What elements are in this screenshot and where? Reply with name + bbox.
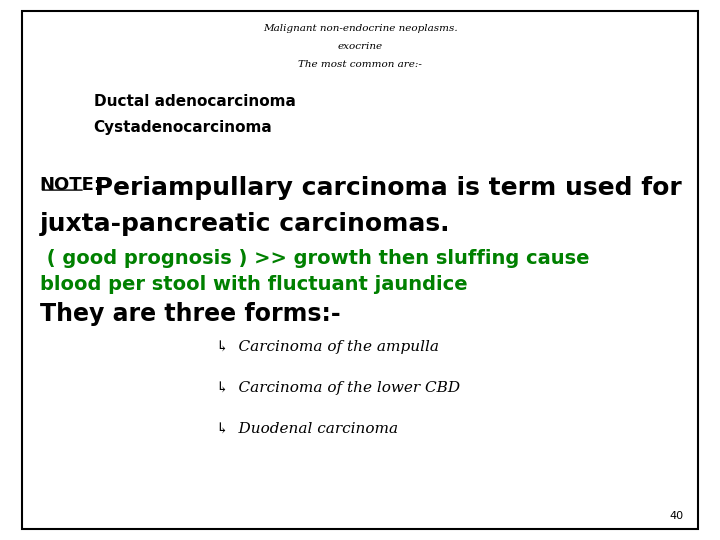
Text: juxta-pancreatic carcinomas.: juxta-pancreatic carcinomas. [40,212,450,236]
Text: ↳  Carcinoma of the ampulla: ↳ Carcinoma of the ampulla [216,340,439,354]
Text: ( good prognosis ) >> growth then sluffing cause: ( good prognosis ) >> growth then sluffi… [40,249,589,268]
Text: ↳  Duodenal carcinoma: ↳ Duodenal carcinoma [216,421,398,435]
Text: Cystadenocarcinoma: Cystadenocarcinoma [94,120,272,135]
Text: Ductal adenocarcinoma: Ductal adenocarcinoma [94,94,295,110]
Text: Malignant non-endocrine neoplasms.: Malignant non-endocrine neoplasms. [263,24,457,33]
Text: The most common are:-: The most common are:- [298,60,422,69]
Text: ↳  Carcinoma of the lower CBD: ↳ Carcinoma of the lower CBD [216,381,460,395]
FancyBboxPatch shape [22,11,698,529]
Text: They are three forms:-: They are three forms:- [40,302,341,326]
Text: Periampullary carcinoma is term used for: Periampullary carcinoma is term used for [86,176,682,199]
Text: NOTE:: NOTE: [40,176,102,193]
Text: blood per stool with fluctuant jaundice: blood per stool with fluctuant jaundice [40,275,467,294]
Text: exocrine: exocrine [338,42,382,51]
Text: 40: 40 [670,511,684,521]
